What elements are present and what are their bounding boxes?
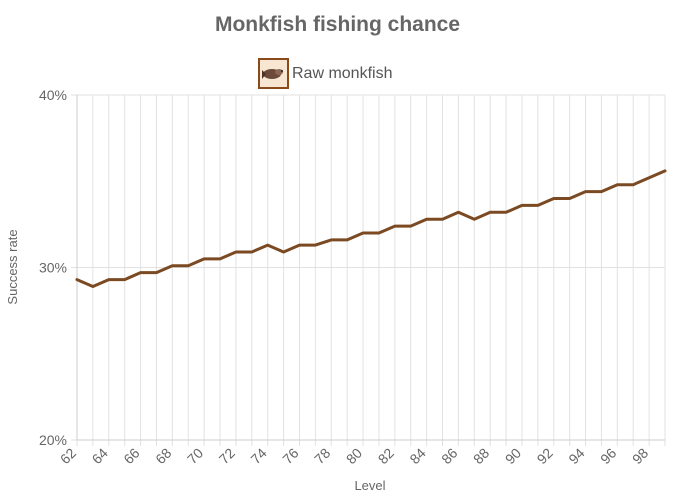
axes <box>76 95 665 441</box>
x-tick-label: 88 <box>470 445 492 467</box>
raw-monkfish-icon <box>258 58 289 89</box>
x-tick-label: 92 <box>534 445 556 467</box>
x-tick-label: 98 <box>629 445 651 467</box>
x-tick-label: 64 <box>89 445 111 467</box>
y-axis-title: Success rate <box>5 229 20 304</box>
x-tick-label: 82 <box>375 445 397 467</box>
x-tick-label: 94 <box>565 445 587 467</box>
x-tick-label: 80 <box>343 445 365 467</box>
y-tick-label: 30% <box>39 260 67 276</box>
x-tick-label: 76 <box>279 445 301 467</box>
x-tick-label: 66 <box>120 445 142 467</box>
legend-label-raw-monkfish: Raw monkfish <box>292 65 392 82</box>
x-tick-label: 90 <box>502 445 524 467</box>
series-raw-monkfish <box>75 169 667 288</box>
x-tick-label: 96 <box>597 445 619 467</box>
x-tick-label: 86 <box>438 445 460 467</box>
x-axis-title: Level <box>354 478 385 493</box>
x-tick-label: 84 <box>406 445 428 467</box>
y-tick-label: 20% <box>39 432 67 448</box>
y-tick-labels: 20% 30% 40% <box>39 87 67 448</box>
y-tick-label: 40% <box>39 87 67 103</box>
x-tick-labels: 62 64 66 68 70 72 74 76 78 80 82 84 86 88 90 92 94 96 98 <box>57 445 652 467</box>
x-tick-label: 78 <box>311 445 333 467</box>
x-tick-label: 72 <box>216 445 238 467</box>
chart-title: Monkfish fishing chance <box>215 13 460 36</box>
x-tick-label: 70 <box>184 445 206 467</box>
series-line-raw-monkfish <box>75 169 667 288</box>
x-tick-label: 62 <box>57 445 79 467</box>
x-tick-label: 68 <box>152 445 174 467</box>
legend[interactable]: Raw monkfish <box>258 58 392 89</box>
x-tick-label: 74 <box>247 445 269 467</box>
